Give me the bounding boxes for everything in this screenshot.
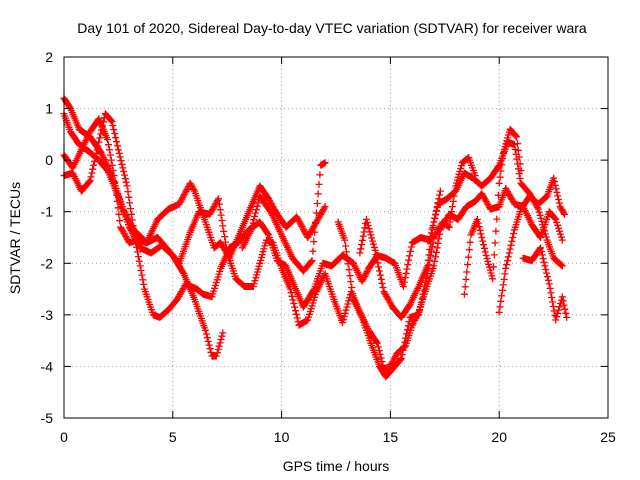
series-track-5 [238,159,329,275]
data-point-markers [238,159,329,275]
series-track-8 [460,125,525,298]
y-tick-label: 2 [45,49,53,65]
y-tick-label: 1 [45,101,53,117]
chart-title: Day 101 of 2020, Sidereal Day-to-day VTE… [77,20,587,36]
x-tick-label: 5 [169,429,177,445]
y-tick-label: -1 [41,204,54,220]
data-point-markers [519,244,571,324]
x-tick-label: 25 [600,429,616,445]
x-tick-label: 15 [383,429,399,445]
data-point-markers [495,174,568,316]
y-tick-label: 0 [45,152,53,168]
x-tick-label: 10 [274,429,290,445]
data-markers [60,94,571,381]
y-tick-label: -3 [41,307,54,323]
series-track-9 [495,174,568,316]
tick-labels: 0 5 10 15 20 25 -5 -4 -3 -2 -1 0 1 2 [41,49,616,445]
axis-ticks [63,56,609,419]
x-tick-label: 20 [491,429,507,445]
y-tick-label: -5 [41,410,54,426]
x-axis-label: GPS time / hours [283,458,390,474]
data-point-markers [356,187,444,321]
y-axis-label: SDTVAR / TECUs [7,182,23,294]
y-tick-label: -2 [41,255,54,271]
series-track-10 [519,244,571,324]
x-tick-label: 0 [60,429,68,445]
plot-frame [63,56,609,419]
y-tick-label: -4 [41,358,54,374]
data-point-markers [460,125,525,298]
series-track-7 [356,187,444,321]
